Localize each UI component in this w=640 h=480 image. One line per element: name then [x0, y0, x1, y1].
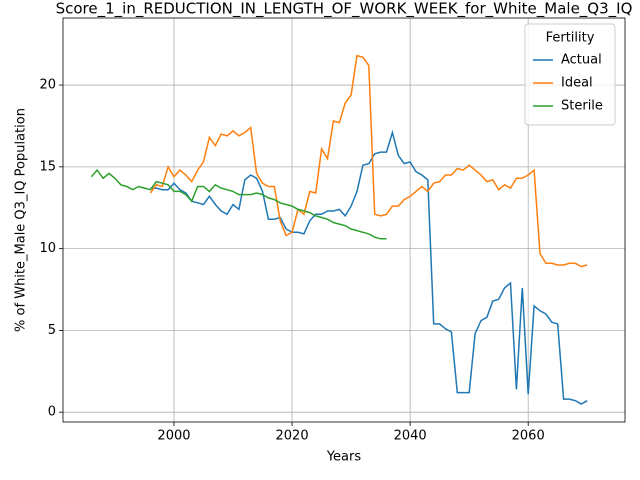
- legend-title: Fertility: [546, 31, 595, 46]
- legend-label: Ideal: [561, 76, 593, 91]
- y-axis-label: % of White_Male Q3_IQ Population: [14, 108, 29, 332]
- line-series: [149, 54, 588, 268]
- legend-box: [524, 23, 616, 126]
- x-tick-label: 2040: [394, 429, 427, 444]
- line-series: [90, 168, 387, 240]
- y-tick-label: 0: [48, 405, 56, 420]
- legend-label: Actual: [561, 53, 602, 68]
- y-tick-label: 20: [39, 78, 56, 93]
- legend-label: Sterile: [561, 99, 603, 114]
- line-series: [150, 129, 588, 405]
- x-tick-label: 2020: [276, 429, 309, 444]
- x-axis-label: Years: [326, 450, 362, 465]
- y-tick-label: 10: [39, 241, 56, 256]
- axes-frame: [62, 17, 626, 423]
- chart-title: Score_1_in_REDUCTION_IN_LENGTH_OF_WORK_W…: [56, 0, 633, 19]
- y-tick-label: 5: [48, 323, 56, 338]
- x-tick-label: 2060: [512, 429, 545, 444]
- x-tick-label: 2000: [157, 429, 190, 444]
- y-tick-label: 15: [39, 159, 56, 174]
